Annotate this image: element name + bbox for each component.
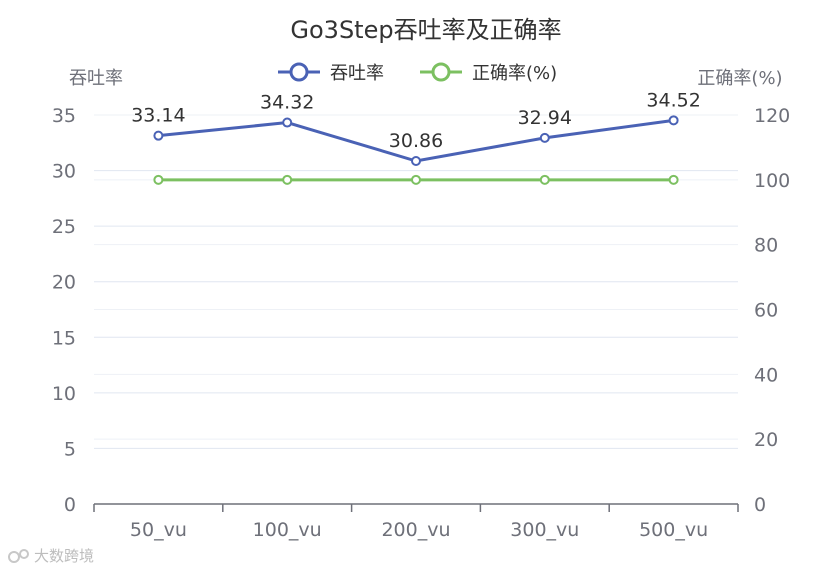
right-tick-label: 20 (754, 429, 778, 451)
legend-label: 正确率(%) (472, 63, 557, 84)
data-label: 33.14 (131, 105, 185, 127)
right-tick-label: 100 (754, 170, 790, 192)
data-point (668, 174, 679, 185)
data-point (411, 174, 421, 185)
left-tick-label: 35 (52, 105, 76, 127)
series-1: 33.14 34.32 30.86 32.94 34.52 (131, 89, 701, 167)
legend[interactable]: 吞吐率 正确率(%) (278, 62, 557, 84)
left-axis-ticks: 0 5 10 15 20 25 30 35 (52, 105, 76, 516)
series-layer: 33.14 34.32 30.86 32.94 34.52 (131, 89, 701, 185)
data-point (539, 132, 550, 143)
left-tick-label: 10 (52, 383, 76, 405)
legend-label: 吞吐率 (330, 63, 384, 84)
data-label: 34.52 (646, 89, 700, 111)
data-point (668, 115, 679, 126)
left-tick-label: 30 (52, 161, 76, 183)
right-axis-ticks: 0 20 40 60 80 100 120 (754, 105, 790, 516)
x-tick-label: 500_vu (639, 519, 708, 541)
series-2 (153, 174, 679, 185)
data-point (153, 130, 164, 141)
watermark-text: 大数跨境 (34, 547, 95, 565)
x-tick-label: 300_vu (510, 519, 579, 541)
data-point (539, 174, 550, 185)
watermark: 大数跨境 (8, 545, 94, 566)
x-axis: 50_vu 100_vu 200_vu 300_vu 500_vu (93, 503, 739, 541)
watermark-logo-icon (8, 548, 29, 563)
legend-circle-icon (289, 62, 309, 82)
data-point (411, 156, 421, 167)
legend-circle-icon (431, 62, 451, 82)
data-point (282, 174, 293, 185)
data-label: 32.94 (518, 107, 572, 129)
chart-title: Go3Step吞吐率及正确率 (290, 16, 561, 44)
left-tick-label: 0 (64, 494, 76, 516)
right-axis-name: 正确率(%) (697, 68, 782, 89)
data-point (282, 117, 293, 128)
right-tick-label: 60 (754, 300, 778, 322)
legend-item[interactable]: 正确率(%) (420, 62, 557, 84)
data-label: 34.32 (260, 92, 314, 114)
left-tick-label: 25 (52, 216, 76, 238)
data-label: 30.86 (389, 130, 443, 152)
left-tick-label: 20 (52, 272, 76, 294)
right-tick-label: 0 (754, 494, 766, 516)
right-tick-label: 80 (754, 235, 778, 257)
left-tick-label: 5 (64, 438, 76, 460)
left-axis-name: 吞吐率 (69, 68, 123, 89)
x-tick-label: 100_vu (253, 519, 322, 541)
left-tick-label: 15 (52, 327, 76, 349)
data-point (153, 174, 164, 185)
right-tick-label: 120 (754, 105, 790, 127)
legend-item[interactable]: 吞吐率 (278, 62, 384, 84)
right-tick-label: 40 (754, 364, 778, 386)
x-tick-label: 200_vu (381, 519, 450, 541)
x-tick-label: 50_vu (130, 519, 187, 541)
